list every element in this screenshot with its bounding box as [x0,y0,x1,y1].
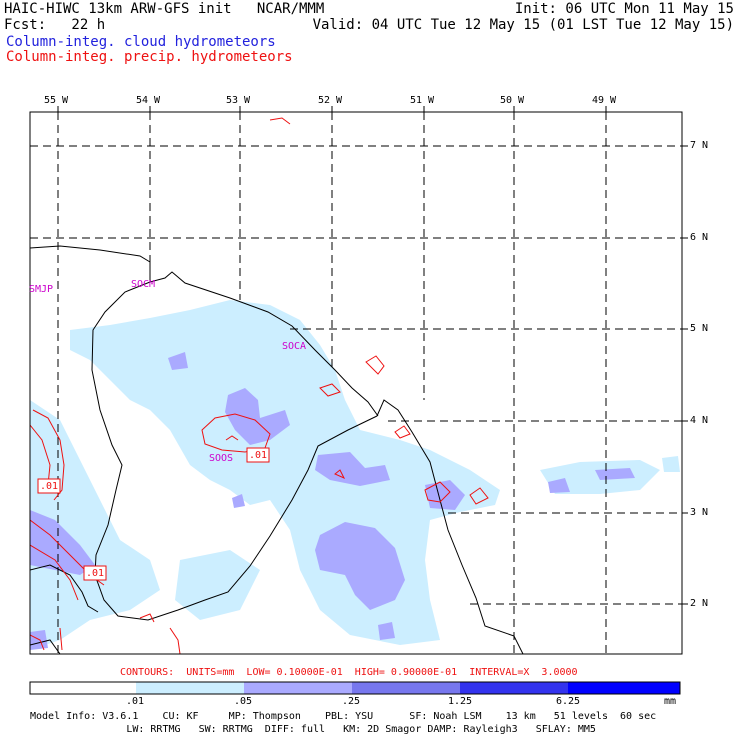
cloud-region-mid [168,352,188,370]
lat-label: 4 N [690,415,709,426]
lon-label: 55 W [44,95,69,106]
lon-label: 52 W [318,95,343,106]
colorbar-unit: mm [664,696,677,707]
lat-label: 2 N [690,598,709,609]
station-label: SOCM [131,279,156,290]
coastline [30,245,524,654]
cloud-region-light [662,456,680,472]
cloud-region-light [30,400,160,650]
cloud-region-mid [315,452,390,486]
cloud-region-light [175,550,260,620]
lon-label: 51 W [410,95,435,106]
lat-label: 7 N [690,140,709,151]
colorbar-tick: .01 [126,696,145,707]
cloud-region-mid [378,622,395,640]
model-info-line2: LW: RRTMG SW: RRTMG DIFF: full KM: 2D Sm… [30,724,596,735]
colorbar-segment [568,682,680,694]
cloud-region-mid [595,468,635,480]
lat-label: 3 N [690,507,709,518]
forecast-hour: Fcst: 22 h [4,17,106,33]
lon-label: 53 W [226,95,251,106]
colorbar-segment [460,682,568,694]
field1-label: Column-integ. cloud hydrometeors [6,34,276,50]
cloud-region-mid [315,522,405,610]
cloud-region-mid [425,480,465,510]
lat-label: 6 N [690,232,709,243]
colorbar-segment [30,682,136,694]
cloud-region-mid [30,510,95,575]
colorbar-tick: .05 [234,696,253,707]
model-info-line1: Model Info: V3.6.1 CU: KF MP: Thompson P… [30,711,657,722]
colorbar-segment [352,682,460,694]
axis-ticks [57,106,688,605]
lon-label: 54 W [136,95,161,106]
station-label: SOCA [282,341,307,352]
colorbar-tick: .25 [342,696,361,707]
contour-label: .01 [40,481,59,492]
map-frame [29,111,683,655]
lon-label: 49 W [592,95,617,106]
precip-contours [30,117,489,654]
valid-time: Valid: 04 UTC Tue 12 May 15 (01 LST Tue … [312,17,734,33]
field2-label: Column-integ. precip. hydrometeors [6,49,293,65]
colorbar-segment [244,682,352,694]
contour-label: .01 [249,450,268,461]
colorbar-segment [136,682,244,694]
contour-label: .01 [86,568,105,579]
colorbar-tick: 1.25 [448,696,473,707]
cloud-region-mid [225,388,290,445]
lon-label: 50 W [500,95,525,106]
station-label: SMJP [29,284,54,295]
station-label: SOOS [209,453,234,464]
colorbar-tick: 6.25 [556,696,581,707]
init-time: Init: 06 UTC Mon 11 May 15 [514,1,734,17]
cloud-region-mid [232,494,245,508]
lat-lon-grid [30,112,682,654]
colorbar [29,681,681,695]
contours-info: CONTOURS: UNITS=mm LOW= 0.10000E-01 HIGH… [120,667,578,678]
lat-label: 5 N [690,323,709,334]
title-line1: HAIC-HIWC 13km ARW-GFS init NCAR/MMM [4,1,325,17]
contour-label-boxes [37,447,270,581]
hydrometeor-shading [30,300,680,650]
cloud-region-mid [548,478,570,493]
